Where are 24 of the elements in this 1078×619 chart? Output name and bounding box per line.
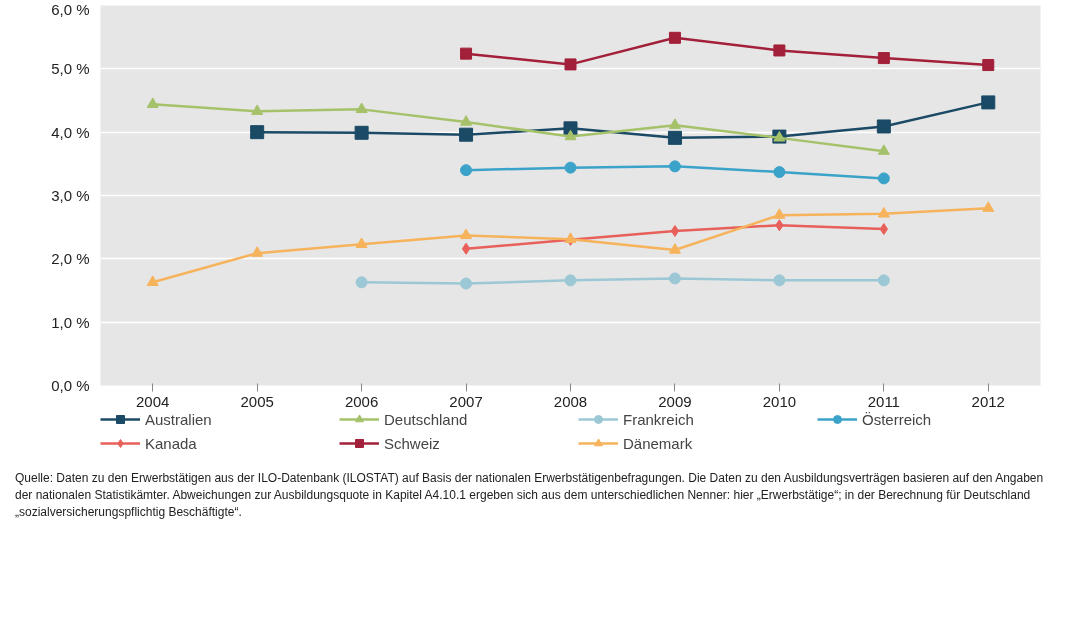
y-tick-label: 1,0 % (51, 313, 90, 331)
x-tick-label: 2012 (971, 392, 1005, 410)
x-tick-label: 2007 (449, 392, 483, 410)
y-tick-label: 2,0 % (51, 250, 90, 268)
x-tick-label: 2008 (553, 392, 588, 410)
x-tick-label: 2011 (867, 392, 900, 410)
x-tick-label: 2004 (136, 392, 170, 410)
y-tick-label: 6,0 % (51, 0, 90, 18)
y-tick-label: 3,0 % (51, 187, 90, 204)
legend-label: Schweiz (384, 434, 441, 452)
legend-label: Österreich (862, 410, 933, 428)
x-tick-label: 2006 (344, 392, 379, 410)
y-tick-label: 4,0 % (51, 123, 90, 141)
legend-label: Dänemark (623, 434, 694, 452)
legend-label: Kanada (145, 434, 198, 452)
legend-label: Deutschland (384, 410, 469, 428)
source-note: Quelle: Daten zu den Erwerbstätigen aus der ILO-Datenbank (ILOSTAT) auf Basis der nationalen Erwerbstätigenbefragungen. Die Daten zu den Ausbildungsverträgen basieren auf den Angaben der nationalen Statistikämter. Abweichungen zur Ausbildungsquote in Kapitel A4.10.1 ergeben sich aus dem unterschiedlichen Nenner: hier „Erwerbstätige“; in der Berechnung für Deutschland „sozialversicherungspflichtig Beschäftigte“. (15, 470, 1045, 522)
x-tick-label: 2005 (240, 392, 274, 410)
x-tick-label: 2010 (762, 392, 797, 410)
legend-label: Frankreich (623, 410, 695, 428)
x-tick-label: 2009 (658, 392, 692, 410)
y-tick-label: 5,0 % (51, 60, 90, 78)
legend-label: Australien (145, 410, 213, 428)
y-tick-label: 0,0 % (51, 377, 90, 394)
